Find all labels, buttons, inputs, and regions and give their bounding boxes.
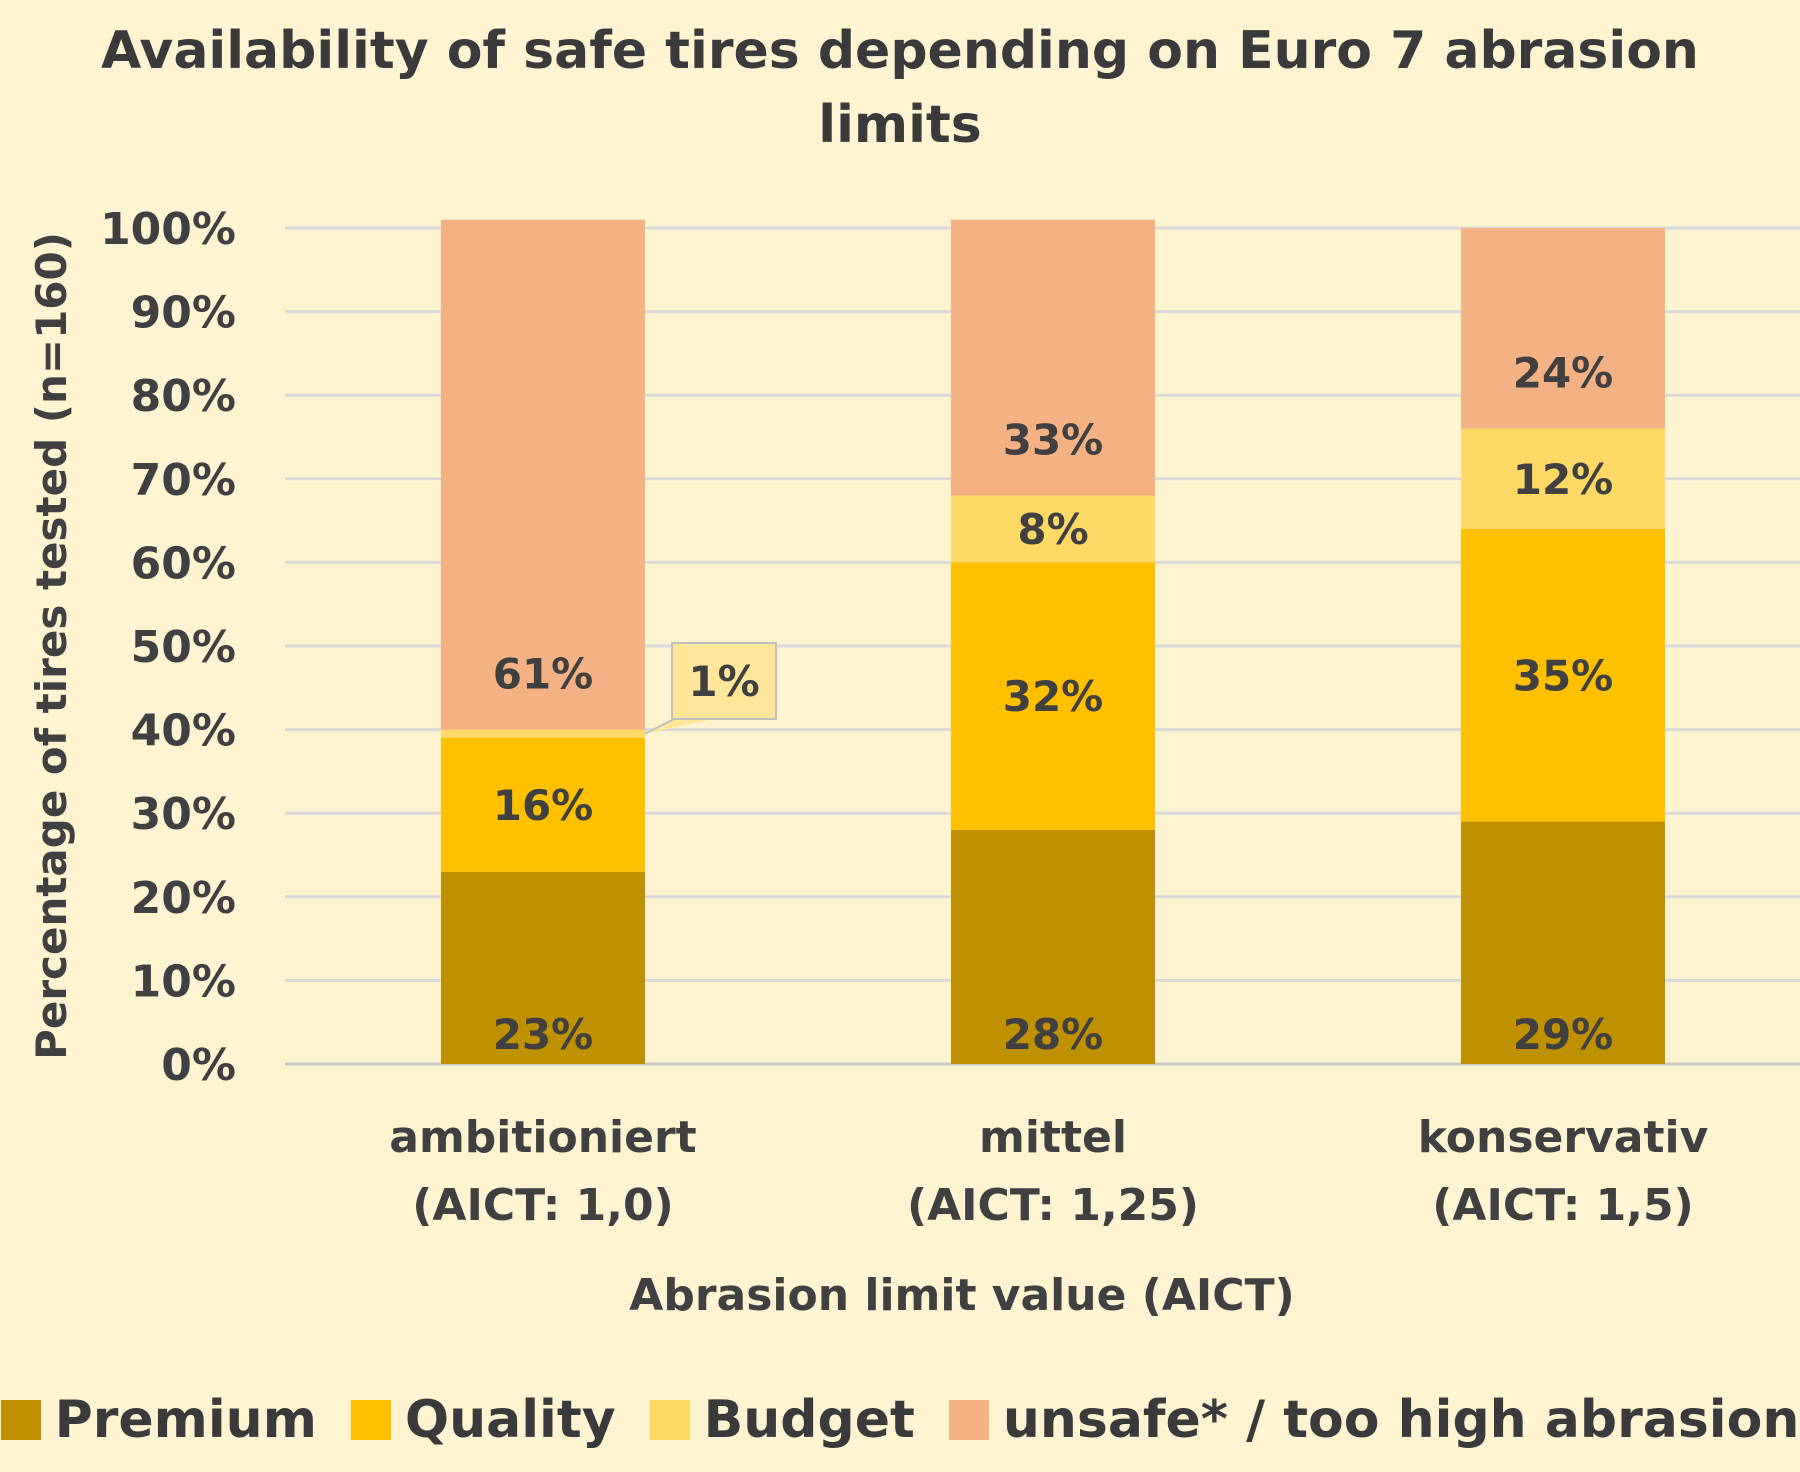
y-tick-label: 90%: [131, 288, 236, 339]
bar-segment: [1461, 428, 1665, 529]
bar-segment: [951, 562, 1155, 830]
legend-swatch: [948, 1400, 989, 1440]
data-label: 35%: [1513, 651, 1614, 700]
y-tick-label: 10%: [131, 956, 236, 1007]
bar-segment: [951, 495, 1155, 563]
data-label: 61%: [493, 650, 594, 699]
bar-segment: [1461, 528, 1665, 822]
legend-item: Quality: [350, 1390, 616, 1450]
legend-label: Premium: [54, 1390, 317, 1450]
y-tick-label: 20%: [131, 873, 236, 924]
legend-swatch: [649, 1400, 690, 1440]
x-tick-label: ambitioniert: [389, 1112, 696, 1163]
x-tick-label: (AICT: 1,5): [1432, 1180, 1693, 1231]
y-tick-label: 50%: [131, 622, 236, 673]
y-tick-label: 60%: [131, 538, 236, 589]
y-tick-label: 80%: [131, 371, 236, 422]
data-label: 8%: [1017, 505, 1088, 554]
bar-segment: [441, 737, 645, 872]
bar-segment: [441, 729, 645, 738]
x-tick-label: (AICT: 1,0): [412, 1180, 673, 1231]
legend-label: Budget: [703, 1390, 915, 1450]
bar-segment: [441, 219, 645, 730]
data-label: 33%: [1003, 416, 1104, 465]
data-label: 29%: [1513, 1010, 1614, 1059]
legend-item: Premium: [0, 1390, 317, 1450]
x-tick-label: mittel: [979, 1112, 1127, 1163]
x-tick-label: konservativ: [1418, 1112, 1709, 1163]
data-label: 32%: [1003, 672, 1104, 721]
data-label: 1%: [688, 657, 759, 706]
y-tick-label: 70%: [131, 455, 236, 506]
x-axis-label: Abrasion limit value (AICT): [629, 1270, 1294, 1321]
y-tick-label: 100%: [100, 204, 236, 255]
bar-segment: [1461, 821, 1665, 1064]
legend-label: unsafe* / too high abrasion: [1002, 1390, 1800, 1450]
legend-swatch: [350, 1400, 391, 1440]
data-label: 23%: [493, 1010, 594, 1059]
bar-segment: [441, 871, 645, 1064]
data-label: 24%: [1513, 349, 1614, 398]
legend-label: Quality: [404, 1390, 616, 1450]
bar-segment: [951, 219, 1155, 496]
y-tick-label: 30%: [131, 789, 236, 840]
y-tick-label: 0%: [161, 1040, 236, 1091]
y-tick-label: 40%: [131, 706, 236, 757]
chart-title: Availability of safe tires depending on …: [101, 21, 1699, 155]
callout-box: [671, 642, 777, 720]
data-label: 28%: [1003, 1010, 1104, 1059]
legend-swatch: [0, 1400, 41, 1440]
y-axis-label: Percentage of tires tested (n=160): [27, 232, 76, 1060]
bar-segment: [951, 829, 1155, 1064]
data-label: 16%: [493, 781, 594, 830]
legend-item: Budget: [649, 1390, 915, 1450]
x-tick-label: (AICT: 1,25): [907, 1180, 1199, 1231]
data-label: 12%: [1513, 455, 1614, 504]
legend: Premium Quality Budget unsafe* / too high a…: [0, 1390, 1800, 1450]
bar-segment: [1461, 228, 1665, 429]
legend-item: unsafe* / too high abrasion: [948, 1390, 1800, 1450]
